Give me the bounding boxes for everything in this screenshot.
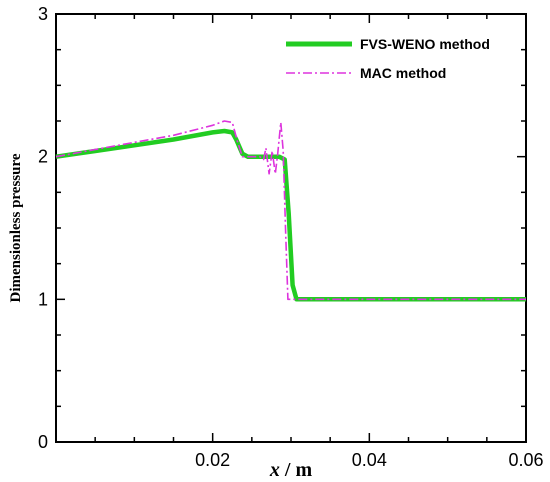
legend-label-mac: MAC method <box>360 65 446 81</box>
y-tick-label: 1 <box>38 289 48 309</box>
y-tick-label: 2 <box>38 147 48 167</box>
legend: FVS-WENO method MAC method <box>286 36 490 81</box>
x-tick-label: 0.04 <box>352 450 387 470</box>
series-lines <box>55 120 526 302</box>
y-axis-title: Dimensionless pressure <box>8 153 24 302</box>
axis-tick-labels: 0.02 0.04 0.06 0 1 2 3 <box>38 4 544 470</box>
x-tick-label: 0.06 <box>508 450 543 470</box>
series-line-fvs-weno <box>55 128 526 302</box>
x-axis-title: x / m <box>269 459 313 481</box>
axis-ticks <box>55 13 527 443</box>
x-tick-label: 0.02 <box>195 450 230 470</box>
y-tick-label: 3 <box>38 4 48 24</box>
series-line-mac <box>55 120 526 301</box>
y-tick-label: 0 <box>38 432 48 452</box>
legend-label-fvs-weno: FVS-WENO method <box>360 36 490 52</box>
